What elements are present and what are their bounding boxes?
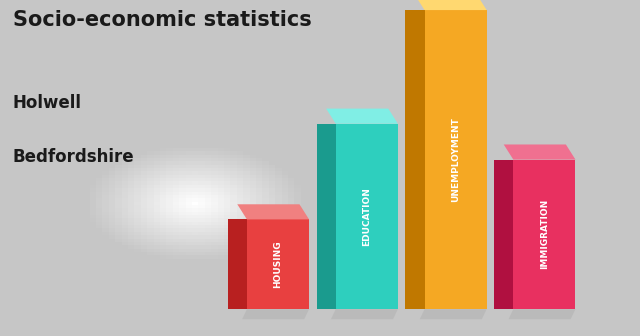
Polygon shape: [420, 309, 486, 319]
Polygon shape: [331, 309, 398, 319]
Polygon shape: [336, 124, 398, 309]
Text: UNEMPLOYMENT: UNEMPLOYMENT: [451, 117, 460, 202]
Polygon shape: [424, 10, 486, 309]
Text: Holwell: Holwell: [13, 94, 82, 112]
Text: Bedfordshire: Bedfordshire: [13, 148, 134, 166]
Polygon shape: [326, 109, 398, 124]
Text: HOUSING: HOUSING: [273, 241, 282, 288]
Polygon shape: [504, 144, 575, 160]
Polygon shape: [513, 160, 575, 309]
Text: IMMIGRATION: IMMIGRATION: [540, 199, 549, 269]
Polygon shape: [237, 204, 309, 219]
Polygon shape: [415, 0, 486, 10]
Text: EDUCATION: EDUCATION: [362, 187, 371, 246]
Polygon shape: [405, 10, 424, 309]
Polygon shape: [228, 219, 247, 309]
Polygon shape: [509, 309, 575, 319]
Text: Socio-economic statistics: Socio-economic statistics: [13, 10, 312, 30]
Polygon shape: [317, 124, 336, 309]
Polygon shape: [494, 160, 513, 309]
Polygon shape: [247, 219, 309, 309]
Polygon shape: [242, 309, 309, 319]
